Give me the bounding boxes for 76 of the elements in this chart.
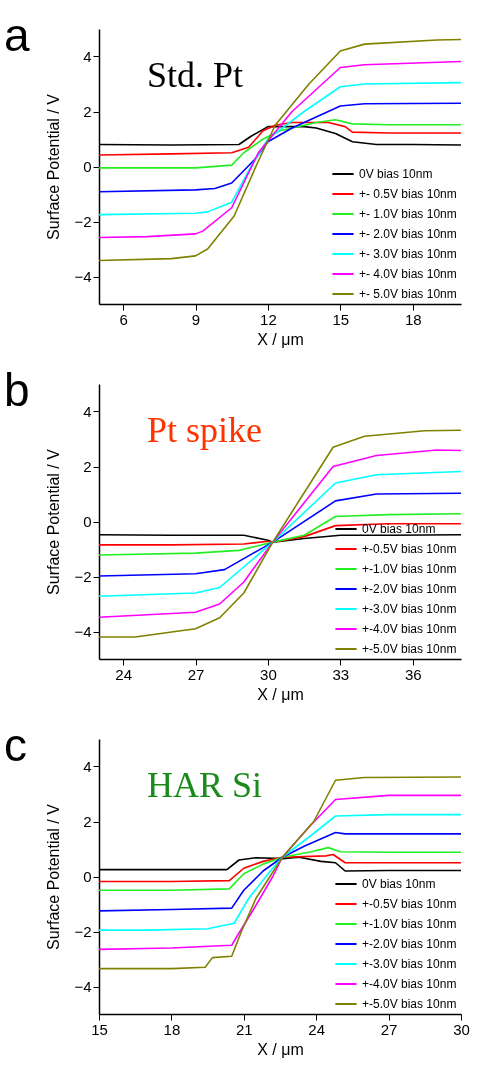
x-tick-label: 33 [332,665,350,683]
line-series [98,121,462,156]
x-tick-label: 9 [191,310,201,328]
x-tick-label: 27 [187,665,205,683]
y-axis-title: Surface Potential / V [45,448,63,595]
legend-label: +- 5.0V bias 10nm [359,287,457,301]
y-axis-title: Surface Potential / V [45,93,63,240]
x-tick-label: 36 [404,665,422,683]
legend-label: 0V bias 10nm [362,522,436,536]
y-tick-label: −2 [74,923,92,940]
x-tick-label: 6 [119,310,128,328]
y-tick-label: 0 [83,158,92,175]
y-tick-label: −2 [74,568,92,585]
y-tick-label: 0 [83,513,92,530]
legend-label: +-4.0V bias 10nm [362,977,457,991]
legend-label: +-0.5V bias 10nm [362,542,457,556]
x-axis-title: X / μm [257,1040,304,1058]
y-tick-label: 4 [83,48,92,65]
line-series [98,813,462,931]
text: b [4,364,30,416]
y-tick-label: 2 [83,813,92,830]
x-tick-label: 30 [453,1020,470,1038]
legend-label: +-1.0V bias 10nm [362,562,457,576]
line-series [98,831,462,912]
line-series [98,492,462,577]
x-axis-title: X / μm [257,685,304,703]
legend-label: +-1.0V bias 10nm [362,917,457,931]
x-tick-label: 24 [308,1020,326,1038]
x-tick-label: 30 [260,665,277,683]
legend-label: +- 2.0V bias 10nm [359,227,457,241]
y-tick-label: −2 [74,213,92,230]
line-series [98,513,462,556]
x-tick-label: 15 [91,1020,108,1038]
y-tick-label: −4 [74,978,92,995]
legend-label: +-5.0V bias 10nm [362,997,457,1011]
y-tick-label: 4 [83,403,92,420]
y-tick-label: 2 [83,103,92,120]
legend-label: +- 4.0V bias 10nm [359,267,457,281]
x-tick-label: 18 [404,310,422,328]
line-series [98,118,462,169]
legend-label: +-5.0V bias 10nm [362,642,457,656]
line-series [98,846,462,892]
x-axis-title: X / μm [257,330,304,348]
x-tick-label: 18 [163,1020,181,1038]
line-series [98,470,462,598]
line-series [98,522,462,546]
x-tick-label: 24 [115,665,132,683]
y-tick-label: 0 [83,868,92,885]
text: HAR Si [147,765,263,805]
line-series [98,60,462,239]
legend-label: 0V bias 10nm [359,167,433,181]
legend-label: +-4.0V bias 10nm [362,622,457,636]
legend-label: +-2.0V bias 10nm [362,582,457,596]
legend-label: 0V bias 10nm [362,877,436,891]
legend-label: +-0.5V bias 10nm [362,897,457,911]
legend-label: +-2.0V bias 10nm [362,937,457,951]
legend-label: +- 0.5V bias 10nm [359,187,457,201]
line-series [98,449,462,618]
y-tick-label: −4 [74,623,92,640]
text: a [4,9,30,61]
x-tick-label: 21 [235,1020,253,1038]
text: Pt spike [147,410,263,450]
y-tick-label: 4 [83,758,92,775]
x-tick-label: 12 [260,310,277,328]
x-tick-label: 15 [332,310,350,328]
y-axis-title: Surface Potential / V [45,803,63,950]
y-tick-label: 2 [83,458,92,475]
legend-label: +-3.0V bias 10nm [362,602,457,616]
legend-label: +- 1.0V bias 10nm [359,207,457,221]
legend-label: +-3.0V bias 10nm [362,957,457,971]
line-series [98,38,462,262]
y-tick-label: −4 [74,268,92,285]
text: Std. Pt [147,55,244,95]
x-tick-label: 27 [380,1020,398,1038]
legend-label: +- 3.0V bias 10nm [359,247,457,261]
text: c [4,719,27,771]
